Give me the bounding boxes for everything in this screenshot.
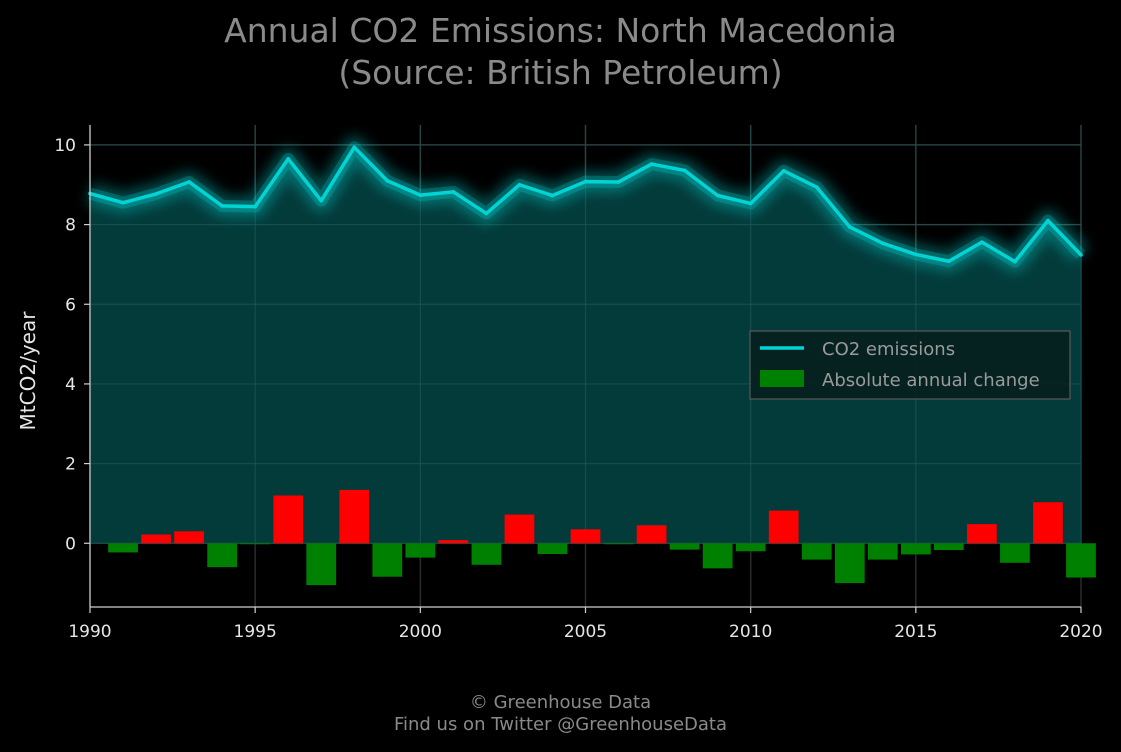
title-line-2: (Source: British Petroleum) [338,53,783,92]
emissions-line [87,136,1089,273]
x-tick-label: 2010 [729,622,772,642]
emissions-point-2010 [748,201,753,206]
legend-box [749,330,1071,400]
change-bar-2018 [1000,543,1030,563]
change-bar-1994 [207,543,237,568]
change-bar-2001 [438,540,469,544]
change-bar-2015 [900,543,931,555]
change-bar-2008 [669,543,700,550]
change-bar-2013 [834,543,865,584]
change-bar-2019 [1033,502,1063,544]
emissions-point-2018 [1013,259,1017,264]
emissions-point-1994 [220,204,224,208]
emissions-point-2002 [484,211,489,216]
emissions-point-1991 [121,200,125,205]
legend-label-emissions: CO2 emissions [822,339,955,360]
change-bar-2020 [1066,543,1096,578]
emissions-point-1996 [286,157,291,161]
x-tick-label: 2020 [1059,622,1102,642]
y-tick-label: 4 [65,375,76,395]
change-bar-2005 [570,529,601,544]
emissions-point-2014 [881,241,885,246]
change-bar-1997 [306,543,337,586]
change-bar-1993 [174,531,204,544]
change-bar-2010 [735,543,766,552]
change-bar-2000 [405,543,436,558]
emissions-point-2004 [550,193,555,198]
emissions-point-2005 [583,179,588,184]
emissions-point-1993 [187,180,191,184]
change-bar-2016 [934,543,964,551]
change-bar-2007 [636,525,667,544]
change-bar-2006 [603,543,634,545]
change-bar-2011 [768,510,799,544]
title-line-1: Annual CO2 Emissions: North Macedonia [224,11,897,50]
axes: 1990 1995 2000 2005 2010 2015 2020 0 2 4 6 8 10 [54,125,1103,642]
change-bar-1999 [372,543,403,577]
emissions-point-1995 [253,204,257,209]
emissions-point-2007 [649,162,654,166]
emissions-point-2016 [947,259,951,264]
chart-title: Annual CO2 Emissions: North Macedonia (S… [0,10,1121,94]
change-bar-2004 [537,543,568,555]
emissions-point-1998 [352,145,357,150]
y-tick-label: 8 [65,216,76,236]
emissions-point-2013 [847,225,852,229]
emissions-point-2006 [616,180,621,184]
emissions-point-2003 [517,182,522,187]
change-bar-1998 [339,489,370,544]
y-axis-label: MtCO2/year [16,311,40,431]
y-tick-label: 0 [65,534,76,554]
change-bar-1992 [141,534,171,544]
legend: CO2 emissions Absolute annual change [749,330,1071,400]
legend-label-change: Absolute annual change [822,370,1040,391]
change-bar-2009 [702,543,733,569]
change-bar-1991 [108,543,138,553]
change-bar-2003 [504,514,535,544]
emissions-point-2015 [914,252,918,257]
x-tick-label: 2000 [399,622,442,642]
y-tick-label: 2 [65,455,76,475]
change-bar-2014 [867,543,898,560]
emissions-point-2001 [451,190,456,194]
emissions-point-2017 [980,240,984,244]
x-tick-label: 2015 [894,622,937,642]
emissions-point-2012 [814,185,819,189]
emissions-point-2009 [715,193,720,198]
change-bar-2002 [471,543,502,565]
emissions-point-2020 [1079,253,1083,257]
change-bar-1996 [273,495,304,544]
change-bars [108,489,1096,586]
emissions-point-1999 [385,178,390,183]
change-bar-2017 [967,524,997,544]
legend-bar-swatch [760,370,804,387]
footer: © Greenhouse Data Find us on Twitter @Gr… [0,692,1121,736]
change-bar-1995 [240,543,271,545]
emissions-point-2008 [682,168,687,173]
change-bar-2012 [801,543,832,560]
footer-copyright: © Greenhouse Data [469,692,652,713]
emissions-point-2011 [781,169,786,173]
y-tick-label: 10 [54,136,76,156]
x-tick-label: 1995 [234,622,277,642]
emissions-point-1992 [154,192,158,196]
x-tick-label: 1990 [68,622,111,642]
emissions-point-2000 [418,193,423,197]
y-tick-label: 6 [65,295,76,315]
emissions-point-1997 [319,198,324,203]
footer-twitter: Find us on Twitter @GreenhouseData [393,714,728,735]
x-tick-label: 2005 [564,622,607,642]
emissions-point-2019 [1046,218,1050,223]
